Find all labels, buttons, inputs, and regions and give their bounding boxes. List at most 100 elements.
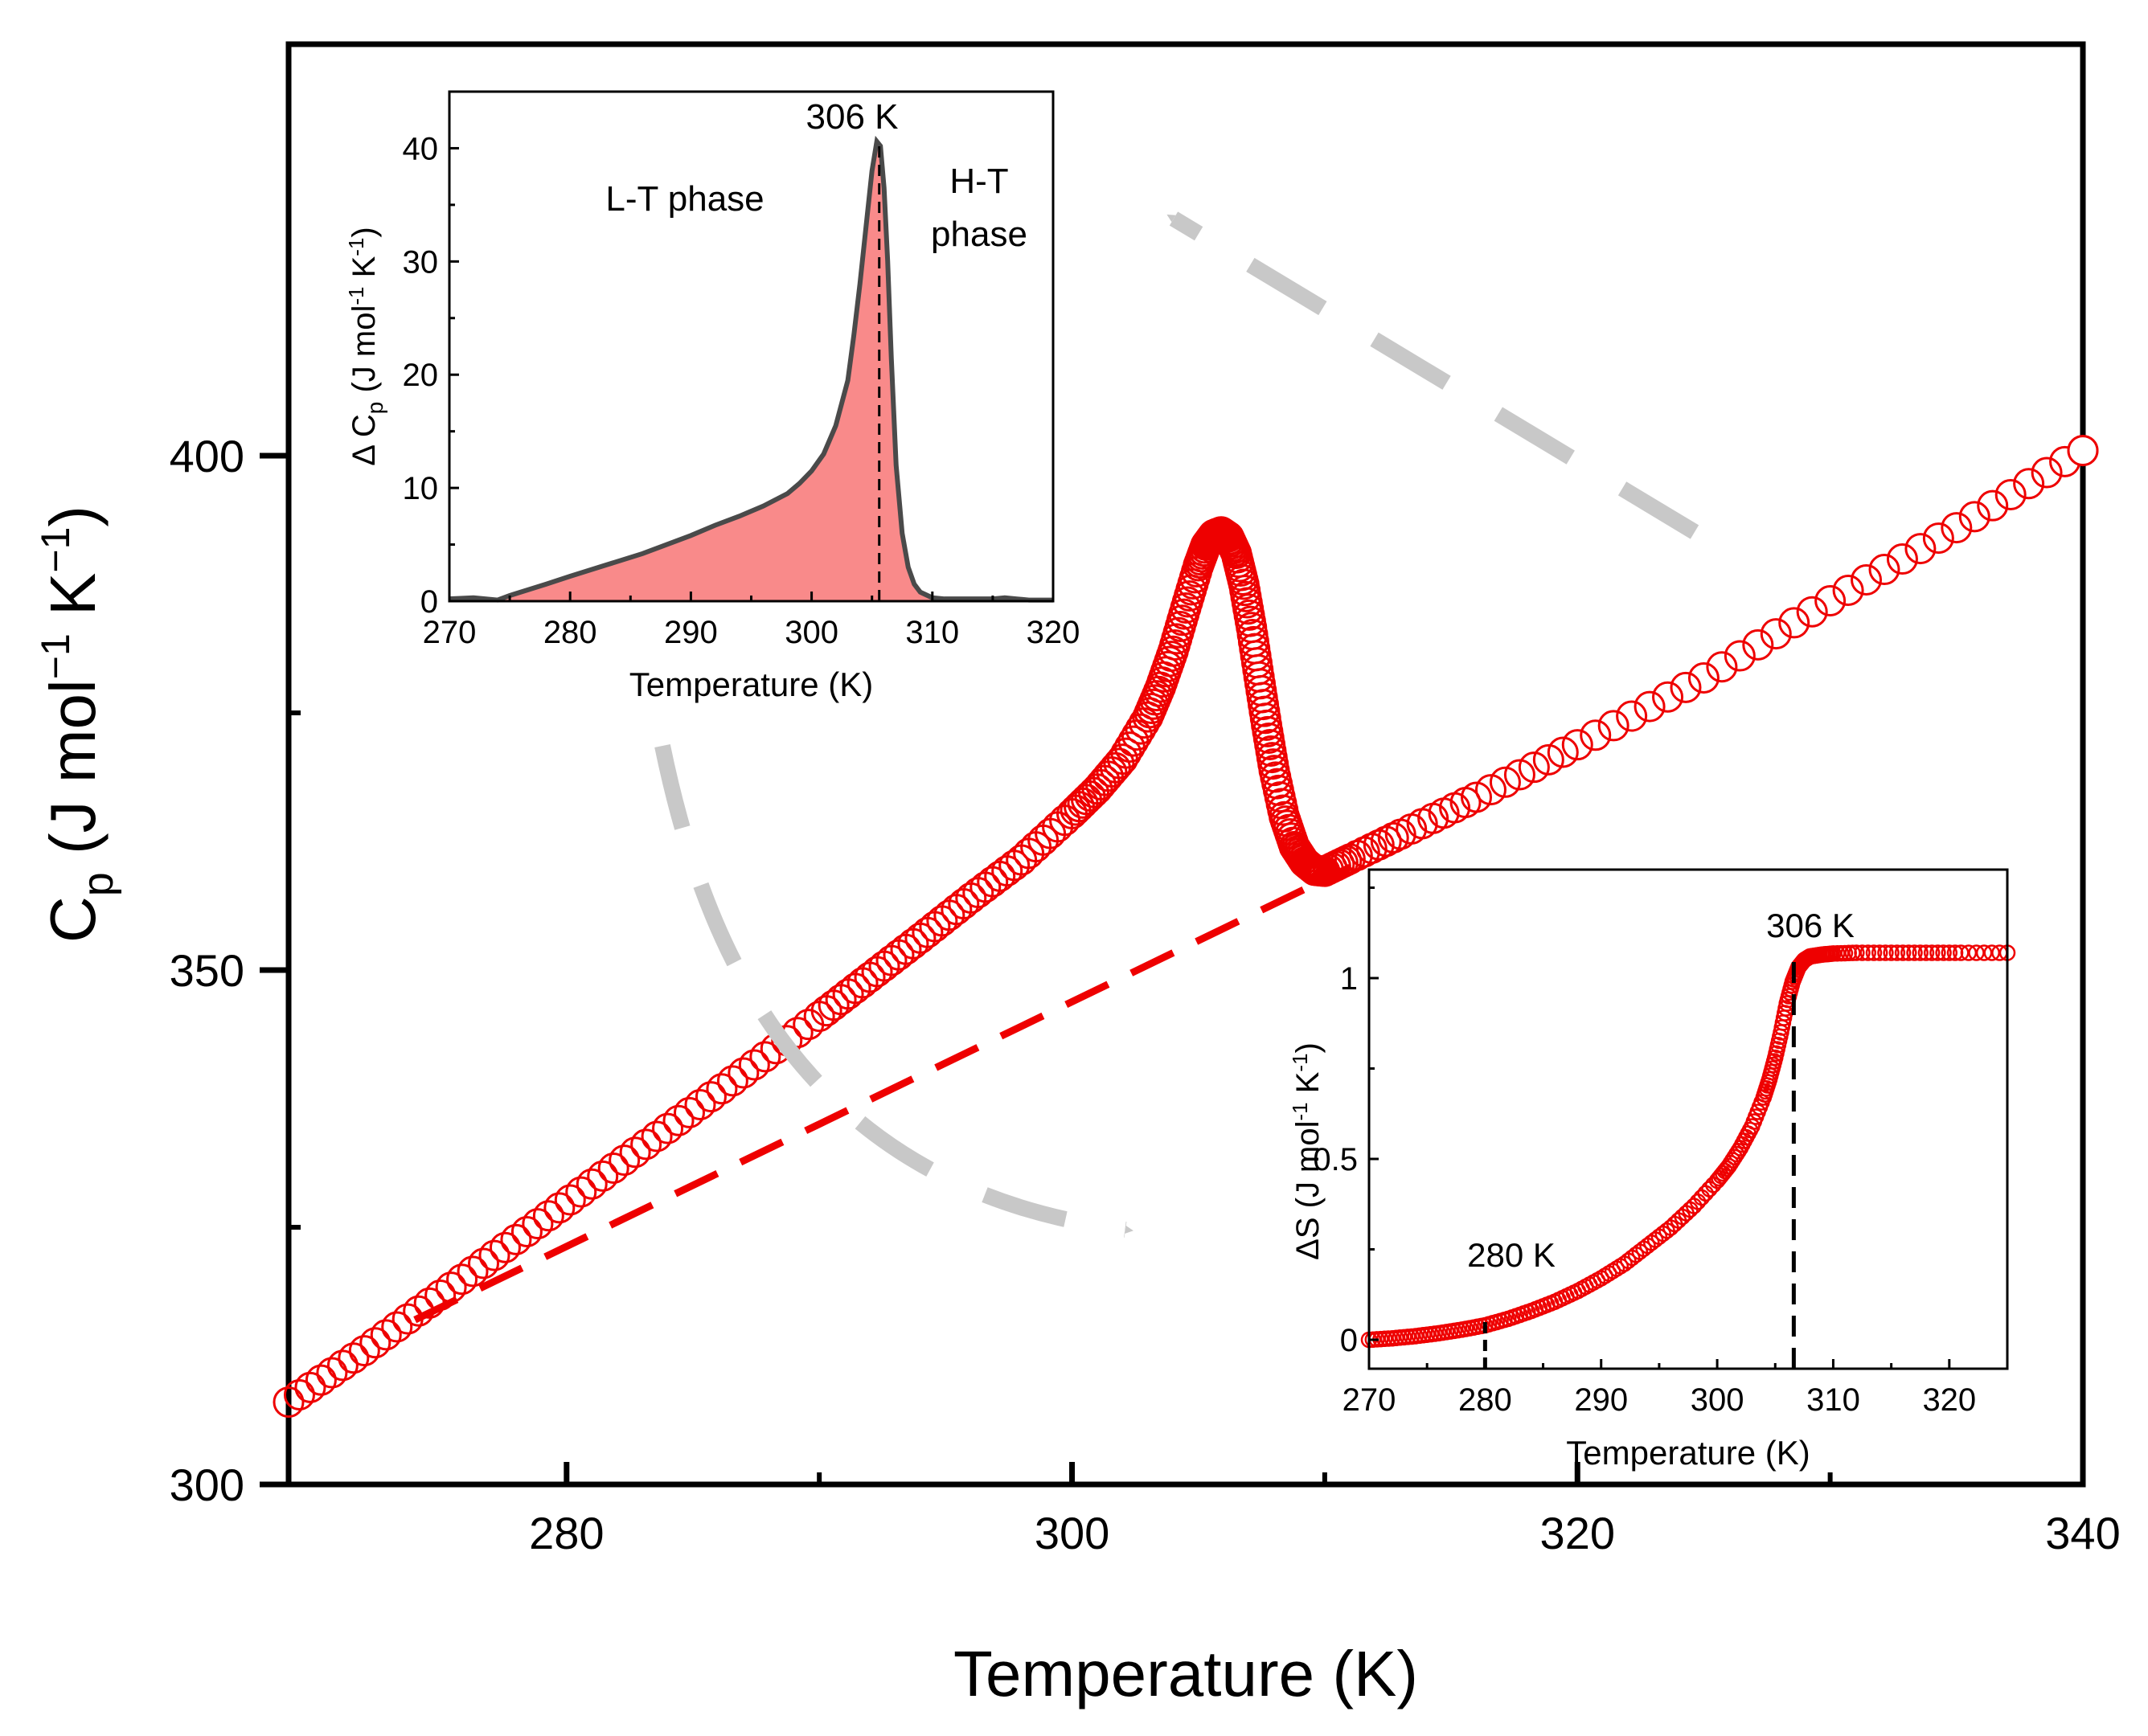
main-cp-point: [630, 1128, 662, 1161]
inset1-y-label-part: K: [346, 256, 382, 286]
main-y-label-part: C: [37, 896, 109, 943]
main-y-label-part: K: [37, 573, 109, 634]
inset1-y-label-superscript: -1: [344, 287, 368, 305]
inset1-x-tick-label: 310: [905, 615, 959, 650]
main-cp-point: [532, 1200, 564, 1232]
inset1-y-axis-label: Δ Cp (J mol-1 K-1): [344, 227, 387, 465]
main-cp-point: [1597, 710, 1629, 742]
inset2-x-tick-label: 270: [1342, 1382, 1396, 1418]
main-cp-point: [1355, 833, 1388, 865]
inset2-x-tick-label: 290: [1574, 1382, 1628, 1418]
inset1-y-tick-label: 30: [403, 244, 439, 280]
inset2-y-label-part: K: [1290, 1071, 1326, 1102]
main-x-tick-label: 320: [1540, 1508, 1615, 1558]
inset1-y-tick-label: 0: [420, 584, 438, 620]
main-cp-point: [1547, 736, 1579, 768]
main-cp-point: [348, 1335, 380, 1367]
main-y-label-part: ): [37, 506, 109, 527]
inset2-delta-s-point: [1865, 944, 1883, 961]
inset2-delta-s-point: [1877, 944, 1894, 961]
main-cp-point: [1742, 628, 1774, 661]
inset1-y-tick-label: 40: [403, 131, 439, 166]
main-x-tick-label: 280: [529, 1508, 604, 1558]
main-cp-point: [424, 1279, 457, 1311]
main-cp-point: [1886, 543, 1918, 575]
main-cp-point: [1580, 719, 1612, 751]
inset2-delta-s-point: [1848, 944, 1865, 961]
inset1-y-label-part: ): [346, 227, 382, 237]
inset-delta-s-chart: 306 K 280 K 270 280 290 300 310 320 0 0.5 1 Tempera…: [1288, 868, 2016, 1472]
annotation-arrows: [654, 211, 1699, 1238]
main-cp-point: [403, 1295, 435, 1327]
main-cp-point: [1724, 640, 1756, 672]
main-cp-point: [2067, 435, 2099, 467]
main-cp-point: [522, 1208, 554, 1240]
main-cp-point: [662, 1104, 695, 1136]
main-cp-point: [609, 1144, 641, 1177]
main-cp-point: [2031, 457, 2063, 489]
main-cp-point: [1348, 836, 1380, 868]
main-cp-point: [1334, 843, 1366, 875]
main-cp-point: [619, 1136, 651, 1169]
main-cp-point: [370, 1319, 402, 1351]
inset2-y-tick-label: 0: [1340, 1323, 1358, 1358]
inset2-delta-s-point: [1929, 944, 1946, 961]
main-cp-point: [359, 1327, 391, 1359]
main-cp-point: [2013, 468, 2045, 500]
inset1-x-tick-label: 290: [664, 615, 718, 650]
main-cp-point: [489, 1231, 521, 1263]
main-cp-point: [1958, 501, 1990, 533]
main-cp-point: [1941, 512, 1973, 544]
main-y-tick-label: 350: [170, 945, 244, 996]
main-x-tick-label: 300: [1035, 1508, 1109, 1558]
inset2-y-tick-label: 0.5: [1313, 1142, 1358, 1177]
main-cp-point: [1796, 596, 1828, 628]
inset2-y-label-part: ΔS (J mol: [1290, 1120, 1326, 1259]
inset1-peak-label: 306 K: [806, 97, 899, 137]
main-cp-point: [1832, 574, 1864, 606]
inset2-x-tick-label: 280: [1458, 1382, 1512, 1418]
main-cp-point: [728, 1057, 760, 1089]
main-cp-point: [738, 1049, 770, 1081]
inset1-x-axis-label: Temperature (K): [629, 665, 873, 703]
arrow-to-inset1: [1166, 211, 1699, 539]
main-cp-point: [381, 1311, 413, 1343]
main-cp-point: [468, 1247, 500, 1279]
inset2-delta-s-point: [1923, 944, 1941, 961]
inset2-delta-s-point: [1906, 944, 1923, 961]
main-cp-point: [576, 1168, 608, 1200]
inset2-delta-s-point: [1894, 944, 1912, 961]
main-cp-point: [1461, 781, 1493, 813]
main-cp-point: [695, 1081, 727, 1113]
main-cp-point: [1370, 825, 1402, 858]
main-cp-point: [457, 1255, 489, 1288]
inset2-delta-s-point: [1912, 944, 1929, 961]
main-cp-point: [673, 1096, 705, 1128]
inset1-delta-cp-line: [449, 135, 1053, 603]
inset2-y-tick-label: 1: [1340, 961, 1358, 997]
main-cp-point: [554, 1184, 586, 1216]
inset1-y-label-part: (J mol: [346, 305, 382, 402]
inset2-x-tick-label: 310: [1806, 1382, 1860, 1418]
main-cp-point: [1518, 751, 1550, 784]
main-cp-point: [706, 1073, 738, 1105]
main-baseline-dashed-line: [413, 863, 1352, 1324]
main-cp-point: [1489, 766, 1521, 798]
inset2-x-tick-label: 300: [1691, 1382, 1744, 1418]
inset1-x-tick-label: 320: [1027, 615, 1080, 650]
main-y-label-superscript: −1: [33, 527, 78, 573]
main-cp-point: [446, 1263, 478, 1296]
arrow-to-inset2: [654, 743, 1133, 1238]
main-y-label-part: (J mol: [37, 679, 109, 872]
inset1-ht-phase-label: phase: [931, 215, 1027, 254]
main-cp-point: [1814, 584, 1847, 616]
inset1-y-label-subscript: p: [363, 402, 387, 415]
main-cp-point: [1994, 478, 2027, 510]
main-cp-point: [391, 1303, 424, 1335]
main-y-tick-label: 300: [170, 1460, 244, 1510]
main-y-label-superscript: −1: [33, 633, 78, 679]
main-cp-point: [1503, 759, 1535, 791]
main-cp-point: [510, 1215, 543, 1247]
